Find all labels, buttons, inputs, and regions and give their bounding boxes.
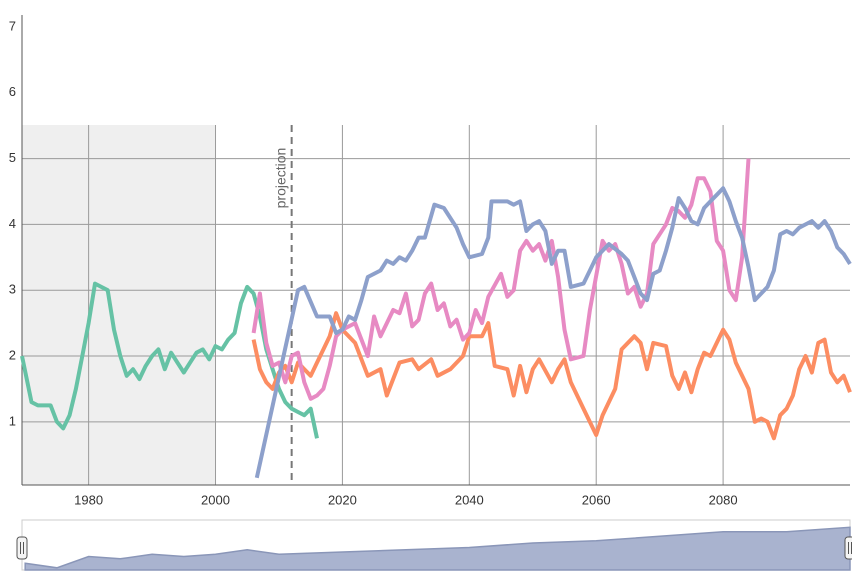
y-tick-label: 3 <box>9 282 16 297</box>
historical-shade <box>22 125 216 485</box>
x-tick-label: 2060 <box>582 492 611 507</box>
y-tick-label: 6 <box>9 84 16 99</box>
x-tick-label: 1980 <box>74 492 103 507</box>
navigator-handle[interactable] <box>16 536 28 560</box>
y-tick-label: 4 <box>9 216 16 231</box>
y-tick-label: 1 <box>9 413 16 428</box>
projection-label: projection <box>272 148 288 209</box>
series-line <box>251 311 852 441</box>
series-line <box>251 158 751 401</box>
y-tick-label: 7 <box>9 18 16 33</box>
series-line <box>254 186 852 479</box>
navigator-area <box>24 526 851 571</box>
x-tick-label: 2020 <box>328 492 357 507</box>
x-tick-label: 2080 <box>709 492 738 507</box>
y-tick-label: 2 <box>9 347 16 362</box>
x-tick-label: 2040 <box>455 492 484 507</box>
x-tick-label: 2000 <box>201 492 230 507</box>
y-tick-label: 5 <box>9 150 16 165</box>
